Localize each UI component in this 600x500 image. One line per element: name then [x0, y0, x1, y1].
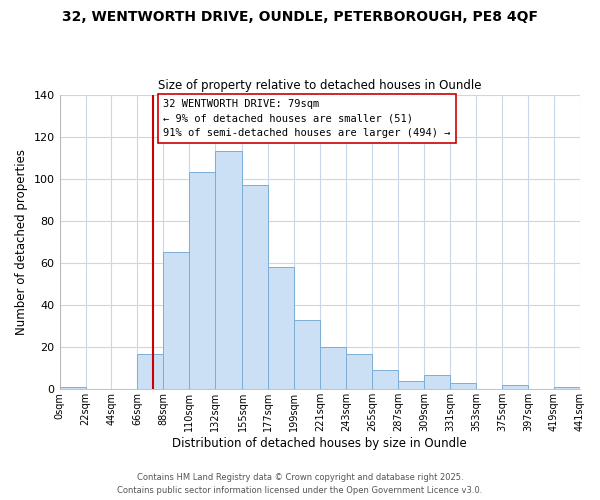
Bar [502, 385, 528, 390]
Bar [190, 172, 215, 390]
X-axis label: Distribution of detached houses by size in Oundle: Distribution of detached houses by size … [172, 437, 467, 450]
Bar [372, 370, 398, 390]
Text: Contains HM Land Registry data © Crown copyright and database right 2025.
Contai: Contains HM Land Registry data © Crown c… [118, 474, 482, 495]
Text: 32, WENTWORTH DRIVE, OUNDLE, PETERBOROUGH, PE8 4QF: 32, WENTWORTH DRIVE, OUNDLE, PETERBOROUG… [62, 10, 538, 24]
Bar [346, 354, 372, 390]
Bar [137, 354, 163, 390]
Text: 32 WENTWORTH DRIVE: 79sqm
← 9% of detached houses are smaller (51)
91% of semi-d: 32 WENTWORTH DRIVE: 79sqm ← 9% of detach… [163, 99, 451, 138]
Bar [295, 320, 320, 390]
Bar [242, 185, 268, 390]
Bar [163, 252, 190, 390]
Bar [450, 383, 476, 390]
Bar [59, 387, 86, 390]
Title: Size of property relative to detached houses in Oundle: Size of property relative to detached ho… [158, 79, 482, 92]
Bar [215, 152, 242, 390]
Bar [320, 347, 346, 390]
Bar [398, 381, 424, 390]
Bar [554, 387, 580, 390]
Bar [424, 374, 450, 390]
Bar [268, 267, 295, 390]
Y-axis label: Number of detached properties: Number of detached properties [15, 149, 28, 335]
